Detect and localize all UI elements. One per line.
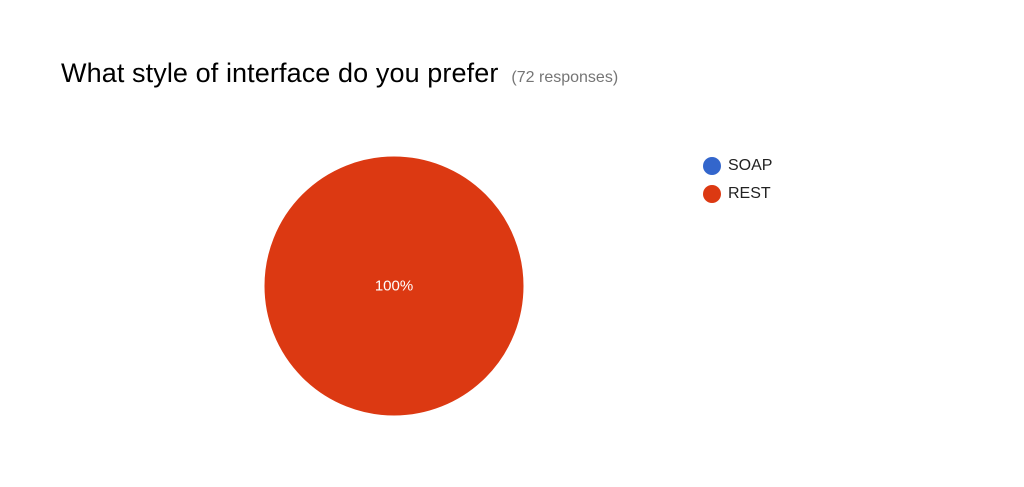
pie-label-rest: 100% — [375, 278, 413, 295]
legend-item-soap: SOAP — [703, 152, 772, 180]
legend-label: SOAP — [728, 157, 773, 174]
title-row: What style of interface do you prefer (7… — [61, 58, 618, 89]
legend-item-rest: REST — [703, 180, 772, 208]
pie-slice-rest — [263, 155, 525, 417]
response-count: (72 responses) — [511, 69, 619, 86]
chart-title: What style of interface do you prefer — [61, 58, 499, 88]
legend-swatch-rest — [703, 185, 721, 203]
chart-legend: SOAP REST — [703, 152, 772, 208]
legend-label: REST — [728, 185, 771, 202]
legend-swatch-soap — [703, 157, 721, 175]
